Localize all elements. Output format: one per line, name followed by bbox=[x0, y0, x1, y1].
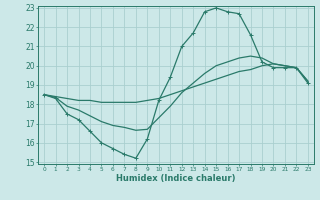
X-axis label: Humidex (Indice chaleur): Humidex (Indice chaleur) bbox=[116, 174, 236, 183]
